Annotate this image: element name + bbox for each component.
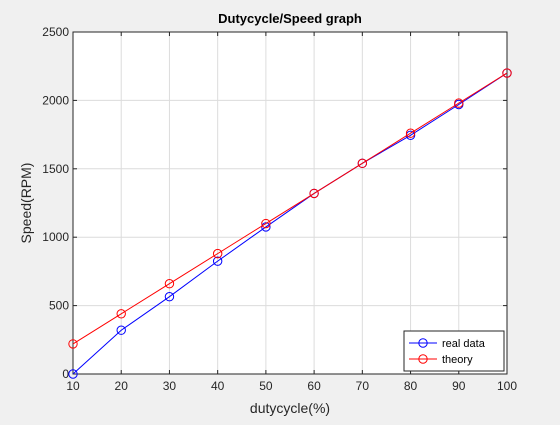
data-point-theory bbox=[454, 98, 464, 108]
y-tick-label: 0 bbox=[62, 367, 69, 381]
legend-marker-theory bbox=[418, 354, 428, 364]
x-tick-label: 80 bbox=[404, 379, 418, 393]
data-point-real-data bbox=[212, 256, 223, 266]
x-tick-label: 30 bbox=[163, 379, 177, 393]
plot-area bbox=[73, 32, 507, 374]
y-axis-label: Speed(RPM) bbox=[18, 163, 34, 244]
x-tick-label: 100 bbox=[497, 379, 517, 393]
x-tick-label: 70 bbox=[356, 379, 370, 393]
x-tick-label: 90 bbox=[452, 379, 466, 393]
data-point-theory bbox=[357, 158, 368, 169]
data-point-theory bbox=[405, 128, 416, 138]
chart-title: Dutycycle/Speed graph bbox=[218, 11, 362, 26]
plot-frame bbox=[72, 31, 508, 375]
series-line-theory bbox=[72, 72, 508, 345]
data-point-theory bbox=[116, 309, 126, 319]
data-point-real-data bbox=[164, 292, 175, 302]
legend-label-theory: theory bbox=[442, 354, 473, 366]
ticks: 10 20 30 40 50 60 70 80 90 1000500100015002000250… bbox=[42, 25, 517, 393]
y-tick-label: 1500 bbox=[42, 162, 69, 176]
x-tick-label: 20 bbox=[115, 379, 129, 393]
y-tick-label: 500 bbox=[49, 299, 69, 313]
y-tick-label: 2500 bbox=[42, 25, 69, 39]
data-point-theory bbox=[164, 279, 175, 289]
data-point-theory bbox=[212, 248, 223, 259]
y-tick-label: 1000 bbox=[42, 230, 69, 244]
legend-marker-real-data bbox=[418, 338, 428, 348]
legend-label-real-data: real data bbox=[442, 338, 486, 350]
x-tick-label: 40 bbox=[211, 379, 225, 393]
data-point-theory bbox=[261, 218, 271, 229]
legend-box bbox=[403, 330, 505, 372]
legend: real data theory bbox=[403, 330, 505, 372]
series-layer bbox=[68, 68, 512, 379]
x-tick-label: 50 bbox=[259, 379, 273, 393]
data-point-real-data bbox=[261, 222, 271, 232]
data-point-real-data bbox=[68, 369, 78, 379]
y-tick-label: 2000 bbox=[42, 93, 69, 107]
x-axis-label: dutycycle(%) bbox=[250, 400, 330, 416]
data-point-theory bbox=[68, 339, 78, 349]
data-point-real-data bbox=[116, 325, 126, 335]
x-tick-label: 10 bbox=[66, 379, 80, 393]
data-point-theory bbox=[309, 188, 319, 199]
series-line-real-data bbox=[72, 72, 508, 375]
x-tick-label: 60 bbox=[307, 379, 321, 393]
data-point-theory bbox=[502, 68, 512, 78]
